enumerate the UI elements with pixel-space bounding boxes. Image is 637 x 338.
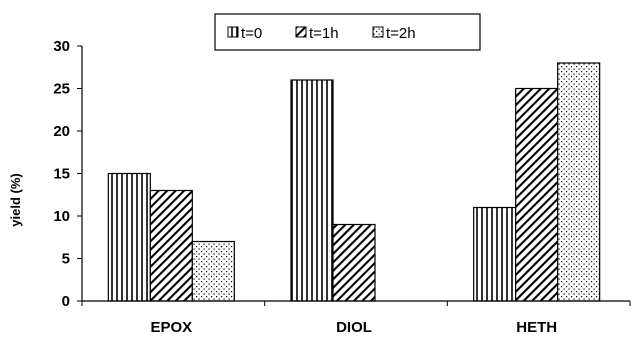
legend-swatch-t0	[227, 26, 239, 38]
axes	[81, 46, 631, 306]
y-tick-label: 25	[53, 81, 70, 98]
y-axis-ticks: 0 5 10 15 20 25 30	[53, 38, 82, 310]
y-tick-label: 20	[53, 123, 70, 140]
x-axis-labels: EPOX DIOL HETH	[150, 319, 557, 336]
y-tick-label: 15	[53, 166, 70, 183]
bar-epox-t0	[107, 172, 151, 302]
legend-label: t=1h	[309, 25, 339, 42]
y-tick-label: 0	[62, 293, 70, 310]
bar-heth-t2h	[557, 62, 601, 302]
bar-epox-t2h	[191, 240, 235, 302]
y-tick-label: 5	[62, 251, 70, 268]
bar-heth-t0	[473, 206, 517, 302]
legend: t=0 t=1h t=2h	[214, 13, 481, 51]
bar-heth-t1h	[515, 87, 559, 302]
legend-label: t=0	[241, 25, 262, 42]
legend-swatch-t1h	[295, 26, 307, 38]
y-tick-label: 10	[53, 208, 70, 225]
bar-diol-t0	[290, 79, 334, 302]
x-category-label: EPOX	[150, 319, 192, 336]
bar-diol-t1h	[332, 223, 376, 302]
legend-label: t=2h	[386, 25, 416, 42]
x-category-label: HETH	[516, 319, 557, 336]
legend-swatch-t2h	[372, 26, 384, 38]
x-category-label: DIOL	[336, 319, 372, 336]
y-axis-label: yield (%)	[8, 173, 23, 226]
bars	[107, 62, 601, 302]
bar-epox-t1h	[149, 189, 193, 302]
legend-box	[214, 13, 481, 51]
y-tick-label: 30	[53, 38, 70, 55]
